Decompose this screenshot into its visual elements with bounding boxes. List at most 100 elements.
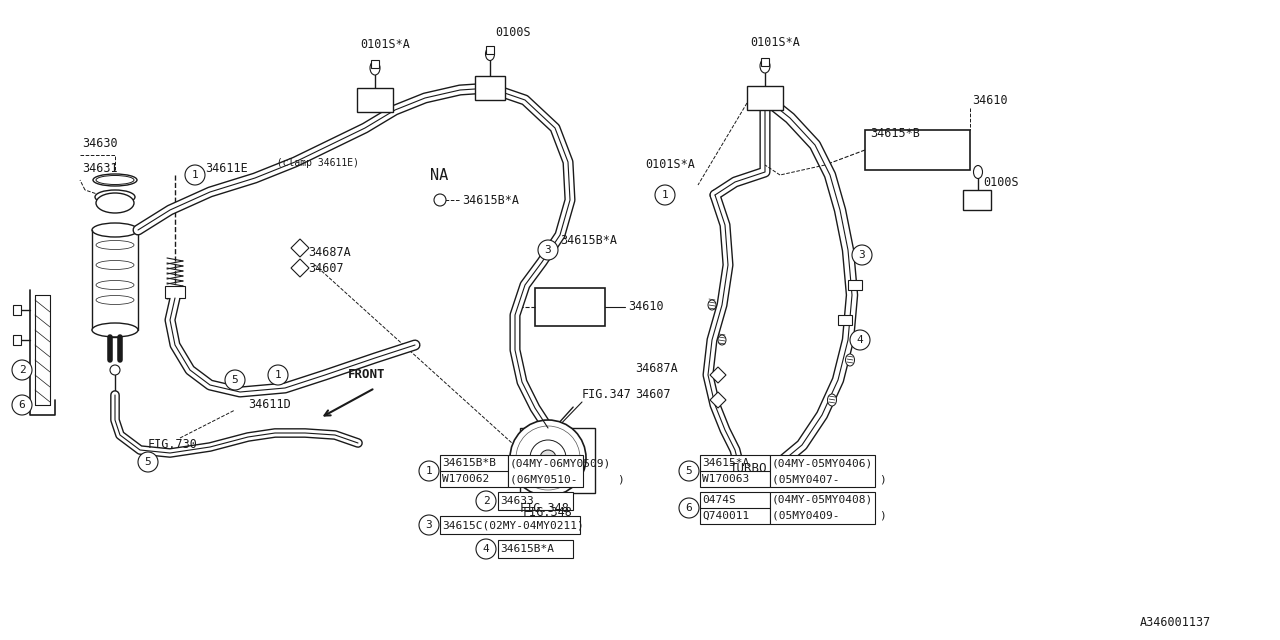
Text: FIG.348: FIG.348: [520, 502, 570, 515]
Text: 3: 3: [426, 520, 433, 530]
Ellipse shape: [708, 300, 716, 310]
Ellipse shape: [95, 190, 134, 204]
Circle shape: [138, 452, 157, 472]
Text: 34615B*A: 34615B*A: [462, 193, 518, 207]
Ellipse shape: [96, 296, 134, 305]
Text: 4: 4: [483, 544, 489, 554]
Ellipse shape: [96, 260, 134, 269]
Text: (06MY0510-      ): (06MY0510- ): [509, 474, 625, 484]
Text: 1: 1: [192, 170, 198, 180]
Circle shape: [655, 185, 675, 205]
Text: Q740011: Q740011: [701, 511, 749, 521]
Circle shape: [538, 240, 558, 260]
Text: 34631: 34631: [82, 162, 118, 175]
Bar: [700, 492, 771, 524]
Bar: [440, 516, 580, 534]
Circle shape: [268, 365, 288, 385]
Circle shape: [520, 430, 576, 486]
Bar: [762, 58, 769, 66]
Text: FIG.347: FIG.347: [582, 388, 632, 401]
Text: (clamp 34611E): (clamp 34611E): [265, 158, 358, 168]
Text: 34615C(02MY-04MY0211): 34615C(02MY-04MY0211): [442, 520, 584, 530]
Text: (04MY-06MY0509): (04MY-06MY0509): [509, 458, 612, 468]
Polygon shape: [291, 239, 308, 257]
Text: 34611D: 34611D: [248, 399, 291, 412]
Bar: [535, 288, 605, 326]
Text: FRONT: FRONT: [348, 369, 385, 381]
Text: FIG.348: FIG.348: [524, 506, 573, 520]
Bar: [963, 190, 991, 210]
Text: 0101S*A: 0101S*A: [750, 36, 800, 49]
Bar: [13, 335, 20, 345]
Ellipse shape: [827, 394, 837, 406]
Bar: [165, 286, 186, 298]
Ellipse shape: [485, 47, 494, 61]
Text: (05MY0409-      ): (05MY0409- ): [772, 511, 887, 521]
Bar: [865, 130, 970, 170]
Bar: [440, 455, 508, 487]
Ellipse shape: [760, 59, 771, 73]
Text: 3: 3: [544, 245, 552, 255]
Text: (05MY0407-      ): (05MY0407- ): [772, 474, 887, 484]
Text: 0474S: 0474S: [701, 495, 736, 505]
Circle shape: [516, 426, 580, 490]
Text: 6: 6: [19, 400, 26, 410]
Text: 1: 1: [275, 370, 282, 380]
Circle shape: [476, 539, 497, 559]
Bar: [498, 540, 573, 558]
Text: 34615B*A: 34615B*A: [500, 544, 554, 554]
Bar: [13, 305, 20, 315]
Ellipse shape: [96, 175, 134, 184]
Circle shape: [434, 194, 445, 206]
Circle shape: [419, 515, 439, 535]
Circle shape: [850, 330, 870, 350]
Text: 1: 1: [662, 190, 668, 200]
Polygon shape: [291, 259, 308, 277]
Bar: [748, 86, 783, 110]
Bar: [357, 88, 393, 112]
Circle shape: [476, 491, 497, 511]
Ellipse shape: [96, 193, 134, 213]
Ellipse shape: [96, 280, 134, 289]
Text: FIG.730: FIG.730: [148, 438, 198, 451]
Circle shape: [540, 450, 556, 466]
Text: NA: NA: [430, 168, 448, 182]
Circle shape: [12, 395, 32, 415]
Text: 3: 3: [859, 250, 865, 260]
Text: 34615B*A: 34615B*A: [561, 234, 617, 246]
Bar: [700, 455, 771, 487]
Text: (04MY-05MY0408): (04MY-05MY0408): [772, 495, 873, 505]
Circle shape: [522, 432, 573, 484]
Ellipse shape: [96, 241, 134, 250]
Text: 1: 1: [426, 466, 433, 476]
Circle shape: [678, 498, 699, 518]
Text: A346001137: A346001137: [1140, 616, 1211, 628]
Circle shape: [12, 360, 32, 380]
Text: 4: 4: [856, 335, 864, 345]
Text: 6: 6: [686, 503, 692, 513]
Ellipse shape: [370, 61, 380, 75]
Text: TURBO: TURBO: [730, 461, 768, 474]
Circle shape: [110, 365, 120, 375]
Circle shape: [524, 434, 572, 482]
Bar: [498, 492, 573, 510]
Text: 0101S*A: 0101S*A: [360, 38, 410, 51]
Text: 0101S*A: 0101S*A: [645, 159, 695, 172]
Ellipse shape: [974, 166, 983, 179]
Circle shape: [225, 370, 244, 390]
Text: 5: 5: [145, 457, 151, 467]
Text: 0100S: 0100S: [495, 26, 531, 40]
Text: 34630: 34630: [82, 137, 118, 150]
Polygon shape: [710, 392, 726, 408]
Text: 34615*A: 34615*A: [701, 458, 749, 468]
Ellipse shape: [92, 323, 138, 337]
Text: 5: 5: [686, 466, 692, 476]
Text: 2: 2: [19, 365, 26, 375]
Text: 34610: 34610: [628, 301, 663, 314]
Ellipse shape: [93, 174, 137, 186]
Ellipse shape: [846, 354, 855, 366]
Bar: [13, 365, 20, 375]
Circle shape: [186, 165, 205, 185]
Bar: [475, 76, 506, 100]
Text: 34615B*B: 34615B*B: [442, 458, 497, 468]
